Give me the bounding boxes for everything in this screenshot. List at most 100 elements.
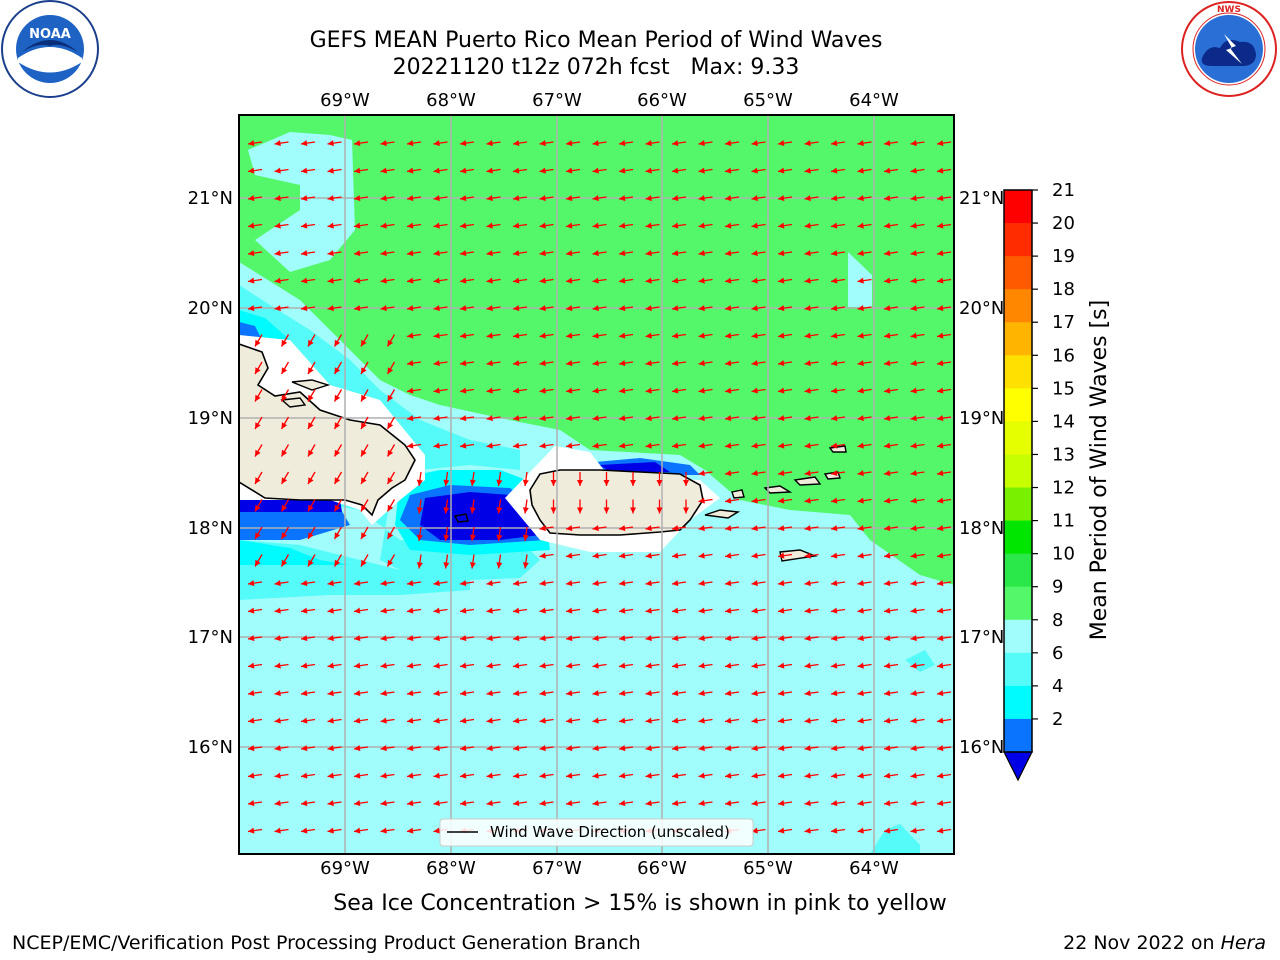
direction-arrowhead <box>619 607 626 614</box>
direction-arrowhead <box>910 470 917 477</box>
direction-arrowhead <box>460 442 467 449</box>
direction-arrowhead <box>884 827 891 834</box>
colorbar-tick-label: 12 <box>1052 478 1075 499</box>
direction-arrowhead <box>683 507 689 514</box>
direction-arrowhead <box>698 552 705 559</box>
direction-arrowhead <box>857 305 864 312</box>
direction-arrowhead <box>645 745 652 752</box>
colorbar-segment <box>1004 223 1032 257</box>
colorbar-tick-label: 9 <box>1052 577 1063 598</box>
direction-arrowhead <box>672 772 679 779</box>
direction-arrowhead <box>486 360 493 367</box>
direction-arrowhead <box>354 772 361 779</box>
direction-arrowhead <box>698 717 705 724</box>
direction-arrowhead <box>407 415 414 422</box>
colorbar-segment <box>1004 454 1032 489</box>
direction-arrowhead <box>725 525 732 532</box>
direction-arrowhead <box>513 607 520 614</box>
colorbar-tick-label: 14 <box>1052 411 1075 432</box>
direction-arrowhead <box>407 690 414 697</box>
direction-arrowhead <box>387 422 394 429</box>
direction-arrowhead <box>778 360 785 367</box>
direction-arrowhead <box>672 442 679 449</box>
direction-arrowhead <box>592 442 599 449</box>
direction-arrowhead <box>910 140 917 147</box>
direction-arrowhead <box>433 360 440 367</box>
direction-arrowhead <box>937 470 944 477</box>
direction-arrowhead <box>354 827 361 834</box>
colorbar-tick-label: 13 <box>1052 444 1075 465</box>
direction-arrowhead <box>619 222 626 229</box>
direction-arrowhead <box>592 222 599 229</box>
direction-arrowhead <box>910 497 917 504</box>
direction-arrowhead <box>354 250 361 257</box>
direction-arrowhead <box>831 827 838 834</box>
direction-arrowhead <box>281 367 288 374</box>
direction-arrowhead <box>778 442 785 449</box>
direction-arrowhead <box>725 745 732 752</box>
lat-label: 16°N <box>188 737 233 758</box>
direction-arrowhead <box>443 534 450 541</box>
direction-arrowhead <box>751 167 758 174</box>
direction-arrowhead <box>592 717 599 724</box>
direction-arrowhead <box>645 607 652 614</box>
direction-arrowhead <box>566 415 573 422</box>
direction-arrowhead <box>486 332 493 339</box>
direction-arrowhead <box>486 745 493 752</box>
direction-arrowhead <box>937 662 944 669</box>
direction-arrowhead <box>645 800 652 807</box>
direction-arrowhead <box>354 580 361 587</box>
colorbar-segment <box>1004 553 1032 588</box>
direction-arrowhead <box>248 167 255 174</box>
direction-arrowhead <box>301 717 308 724</box>
direction-arrowhead <box>460 415 467 422</box>
direction-arrowhead <box>539 387 546 394</box>
direction-arrowhead <box>751 580 758 587</box>
lat-label: 17°N <box>188 627 233 648</box>
direction-arrowhead <box>778 195 785 202</box>
direction-arrowhead <box>725 607 732 614</box>
direction-arrowhead <box>469 479 476 486</box>
direction-arrowhead <box>577 507 583 514</box>
direction-arrowhead <box>672 552 679 559</box>
direction-arrowhead <box>751 332 758 339</box>
direction-arrowhead <box>884 195 891 202</box>
direction-arrowhead <box>327 717 334 724</box>
direction-arrowhead <box>361 477 367 484</box>
direction-arrowhead <box>672 195 679 202</box>
direction-arrowhead <box>460 745 467 752</box>
direction-arrowhead <box>460 222 467 229</box>
direction-arrowhead <box>460 195 467 202</box>
direction-arrowhead <box>645 635 652 642</box>
direction-arrowhead <box>884 607 891 614</box>
lat-label: 16°N <box>959 737 1004 758</box>
direction-arrowhead <box>248 717 255 724</box>
direction-arrowhead <box>725 580 732 587</box>
direction-arrowhead <box>496 479 503 486</box>
direction-arrowhead <box>725 772 732 779</box>
direction-arrowhead <box>804 772 811 779</box>
direction-arrowhead <box>831 332 838 339</box>
direction-arrowhead <box>433 772 440 779</box>
direction-arrowhead <box>725 690 732 697</box>
direction-arrowhead <box>910 580 917 587</box>
direction-arrowhead <box>539 360 546 367</box>
colorbar-segment <box>1004 388 1032 422</box>
direction-arrowhead <box>857 690 864 697</box>
direction-arrowhead <box>804 442 811 449</box>
direction-arrowhead <box>354 717 361 724</box>
lon-label: 65°W <box>743 90 793 111</box>
direction-arrowhead <box>778 332 785 339</box>
direction-arrowhead <box>513 635 520 642</box>
direction-arrowhead <box>672 635 679 642</box>
direction-arrowhead <box>301 635 308 642</box>
colorbar: 21 20 19 18 17 16 15 14 13 12 11 10 9 8 6 4 2 <box>1003 180 1075 782</box>
direction-arrowhead <box>407 827 414 834</box>
colorbar-segment <box>1004 256 1032 290</box>
lon-label: 67°W <box>532 90 582 111</box>
direction-arrowhead <box>334 339 341 347</box>
direction-arrowhead <box>698 387 705 394</box>
direction-arrowhead <box>433 607 440 614</box>
direction-arrowhead <box>698 800 705 807</box>
direction-arrowhead <box>619 525 626 532</box>
